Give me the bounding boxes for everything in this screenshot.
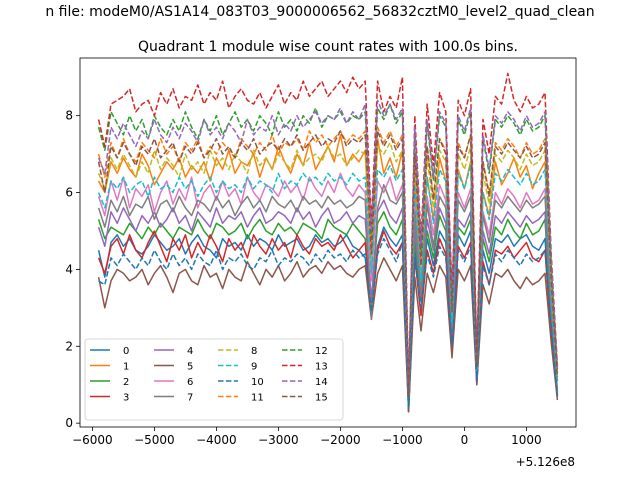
x-axis: −6000 −5000 −4000 −3000 −2000 −1000 0 1000 [72,427,542,447]
legend-label: 14 [315,377,328,388]
legend-label: 6 [187,377,193,388]
legend-label: 1 [123,362,129,373]
y-tick-label: 0 [65,416,73,430]
legend-label: 0 [123,346,129,357]
legend-label: 2 [123,377,129,388]
y-tick-label: 2 [65,339,73,353]
chart-title: Quadrant 1 module wise count rates with … [138,39,518,55]
y-tick-label: 6 [65,186,73,200]
legend-label: 7 [187,393,193,404]
figure-suptitle: n file: modeM0/AS1A14_083T03_9000006562_… [45,4,594,20]
legend-label: 3 [123,393,129,404]
legend-label: 5 [187,362,193,373]
series-line-13 [97,72,559,390]
legend-label: 12 [315,346,328,357]
series-group [97,72,559,413]
x-tick-label: −2000 [320,433,361,447]
y-tick-label: 8 [65,109,73,123]
legend-label: 9 [251,362,257,373]
x-tick-label: 1000 [511,433,542,447]
x-tick-label: −6000 [72,433,113,447]
x-tick-label: −5000 [134,433,175,447]
legend-label: 13 [315,362,328,373]
legend-box [84,338,344,421]
legend-label: 4 [187,346,193,357]
series-line-15 [97,130,559,398]
x-tick-label: 0 [461,433,469,447]
legend-label: 11 [251,393,264,404]
series-line-10 [98,237,559,409]
legend-label: 8 [251,346,257,357]
legend-label: 15 [315,393,328,404]
legend-label: 10 [251,377,264,388]
series-line-5 [97,257,559,413]
y-tick-label: 4 [65,262,73,276]
x-tick-label: −1000 [382,433,423,447]
axes-frame [79,57,577,428]
y-axis: 0 2 4 6 8 [65,109,80,430]
x-offset-label: +5.126e8 [516,455,575,469]
x-tick-label: −3000 [258,433,299,447]
x-tick-label: −4000 [196,433,237,447]
